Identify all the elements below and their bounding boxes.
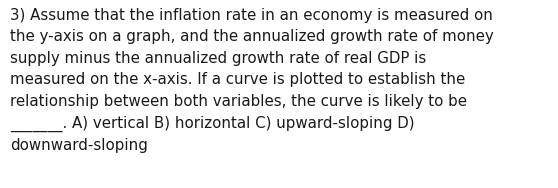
Text: 3) Assume that the inflation rate in an economy is measured on
the y-axis on a g: 3) Assume that the inflation rate in an … (10, 8, 494, 153)
